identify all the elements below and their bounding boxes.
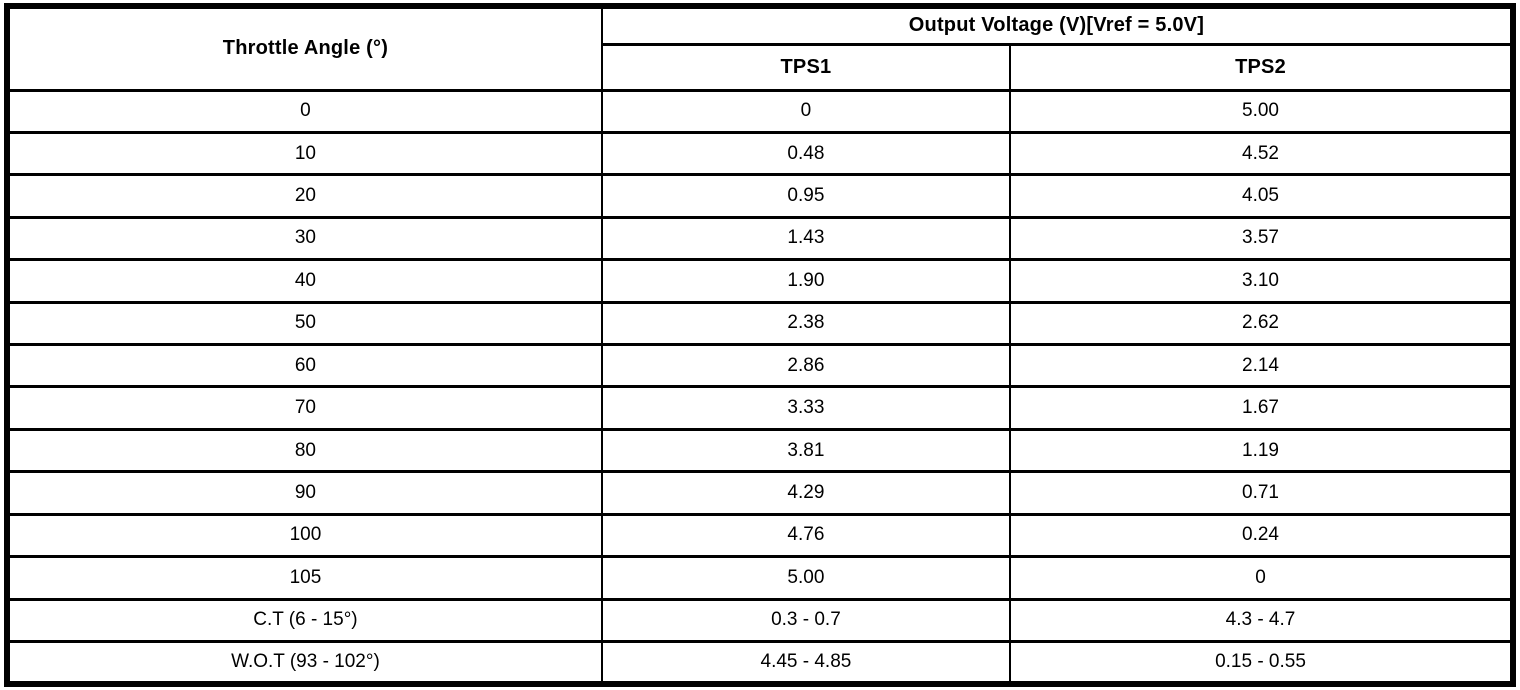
cell-tps2: 3.10 xyxy=(1008,258,1515,304)
cell-tps2: 4.05 xyxy=(1008,173,1515,219)
tps-voltage-spec-table: Throttle Angle (°) Output Voltage (V)[Vr… xyxy=(4,3,1516,687)
cell-angle: 30 xyxy=(6,215,603,262)
cell-tps1: 4.29 xyxy=(600,470,1011,516)
cell-tps1: 5.00 xyxy=(600,555,1011,601)
header-row-sub: TPS1 TPS2 xyxy=(7,42,1515,92)
table-row: 60 2.86 2.14 xyxy=(6,343,1515,389)
cell-angle: 20 xyxy=(6,173,603,219)
table-row: 100 4.76 0.24 xyxy=(6,512,1515,559)
table-row: 40 1.90 3.10 xyxy=(6,258,1515,304)
cell-tps1: 1.43 xyxy=(600,215,1011,262)
cell-tps2: 0.71 xyxy=(1008,470,1515,516)
cell-tps2: 0 xyxy=(1008,555,1515,601)
cell-tps2: 2.62 xyxy=(1008,300,1515,347)
header-row-group: Throttle Angle (°) Output Voltage (V)[Vr… xyxy=(6,4,1515,92)
table-row: 0 0 5.00 xyxy=(6,88,1515,134)
cell-tps1: 3.33 xyxy=(600,385,1011,431)
table-row: 10 0.48 4.52 xyxy=(6,130,1515,177)
cell-angle: 70 xyxy=(6,385,603,431)
cell-tps2: 4.3 - 4.7 xyxy=(1008,597,1515,643)
table-row: 90 4.29 0.71 xyxy=(6,470,1515,516)
column-header-tps2: TPS2 xyxy=(1008,42,1515,92)
cell-angle: C.T (6 - 15°) xyxy=(6,597,603,643)
cell-tps2: 4.52 xyxy=(1008,130,1515,177)
cell-angle: 40 xyxy=(6,258,603,304)
column-header-throttle-angle: Throttle Angle (°) xyxy=(6,4,603,92)
cell-tps1: 1.90 xyxy=(600,258,1011,304)
table-row-closed-throttle: C.T (6 - 15°) 0.3 - 0.7 4.3 - 4.7 xyxy=(6,597,1515,643)
cell-tps1: 2.38 xyxy=(600,300,1011,347)
column-header-output-voltage: Output Voltage (V)[Vref = 5.0V] xyxy=(600,4,1515,46)
cell-angle: 10 xyxy=(6,130,603,177)
cell-tps1: 0.95 xyxy=(600,173,1011,219)
cell-tps2: 1.19 xyxy=(1008,427,1515,474)
cell-angle: 60 xyxy=(6,343,603,389)
cell-tps2: 3.57 xyxy=(1008,215,1515,262)
table-row: 50 2.38 2.62 xyxy=(6,300,1515,347)
cell-tps2: 5.00 xyxy=(1008,88,1515,134)
cell-tps1: 2.86 xyxy=(600,343,1011,389)
cell-angle: 105 xyxy=(6,555,603,601)
cell-tps1: 3.81 xyxy=(600,427,1011,474)
column-header-tps1: TPS1 xyxy=(600,42,1011,92)
cell-tps1: 4.45 - 4.85 xyxy=(600,640,1011,686)
table-row: 20 0.95 4.05 xyxy=(6,173,1515,219)
cell-tps1: 0 xyxy=(600,88,1011,134)
table-row: 105 5.00 0 xyxy=(6,555,1515,601)
cell-angle: W.O.T (93 - 102°) xyxy=(6,640,603,686)
cell-tps2: 0.24 xyxy=(1008,512,1515,559)
table-row: 80 3.81 1.19 xyxy=(6,427,1515,474)
cell-angle: 80 xyxy=(6,427,603,474)
cell-tps1: 0.48 xyxy=(600,130,1011,177)
cell-tps2: 0.15 - 0.55 xyxy=(1008,640,1515,686)
table-row-wide-open-throttle: W.O.T (93 - 102°) 4.45 - 4.85 0.15 - 0.5… xyxy=(6,640,1515,686)
cell-angle: 100 xyxy=(6,512,603,559)
cell-tps1: 4.76 xyxy=(600,512,1011,559)
cell-tps2: 2.14 xyxy=(1008,343,1515,389)
table-row: 70 3.33 1.67 xyxy=(6,385,1515,431)
cell-angle: 50 xyxy=(6,300,603,347)
cell-tps2: 1.67 xyxy=(1008,385,1515,431)
table-row: 30 1.43 3.57 xyxy=(6,215,1515,262)
cell-angle: 90 xyxy=(6,470,603,516)
cell-angle: 0 xyxy=(6,88,603,134)
cell-tps1: 0.3 - 0.7 xyxy=(600,597,1011,643)
